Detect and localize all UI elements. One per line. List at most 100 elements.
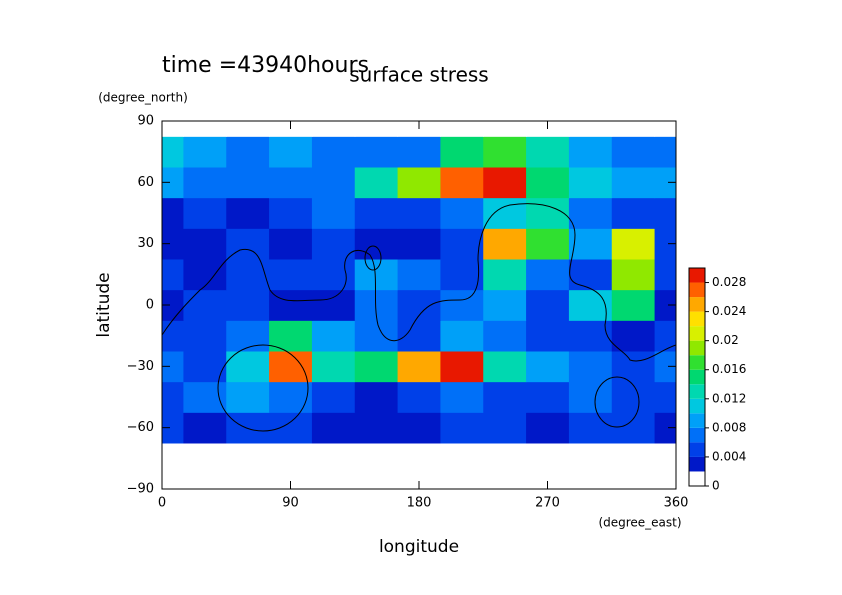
contour-cell <box>183 351 227 383</box>
contour-cell <box>654 121 676 137</box>
contour-cell <box>654 412 676 444</box>
contour-cell <box>269 351 313 383</box>
contour-cell <box>183 381 227 413</box>
contour-cell <box>183 289 227 321</box>
contour-cell <box>654 381 676 413</box>
colorbar-segment <box>689 398 705 414</box>
contour-cell <box>654 167 676 199</box>
contour-cell <box>440 351 484 383</box>
colorbar-segment <box>689 456 705 472</box>
contour-cell <box>162 259 184 291</box>
contour-cell <box>226 443 270 475</box>
colorbar-segment <box>689 471 705 486</box>
contour-cell <box>568 412 613 444</box>
contour-cell <box>654 197 676 229</box>
y-unit: (degree_north) <box>98 91 188 105</box>
contour-cell <box>311 289 356 321</box>
contour-cell <box>183 167 227 199</box>
contour-cell <box>526 197 570 229</box>
contour-cell <box>611 259 656 291</box>
colorbar-segment <box>689 340 705 356</box>
contour-cell <box>183 473 227 489</box>
coastline <box>594 376 640 428</box>
contour-field <box>162 121 676 489</box>
contour-cell <box>397 289 441 321</box>
contour-cell <box>226 412 270 444</box>
contour-cell <box>440 121 484 137</box>
contour-cell <box>440 473 484 489</box>
colorbar-segment <box>689 355 705 370</box>
contour-cell <box>568 136 613 168</box>
contour-cell <box>611 197 656 229</box>
contour-cell <box>654 473 676 489</box>
contour-cell <box>183 320 227 352</box>
contour-cell <box>611 443 656 475</box>
contour-cell <box>440 381 484 413</box>
contour-cell <box>311 197 356 229</box>
contour-cell <box>654 228 676 260</box>
contour-cell <box>483 320 527 352</box>
coastline <box>162 203 676 362</box>
contour-cell <box>440 443 484 475</box>
contour-cell <box>526 412 570 444</box>
x-tick-label: 360 <box>664 496 689 511</box>
contour-cell <box>354 136 399 168</box>
contour-cell <box>354 381 399 413</box>
contour-cell <box>397 320 441 352</box>
contour-cell <box>397 167 441 199</box>
contour-cell <box>526 289 570 321</box>
contour-cell <box>483 381 527 413</box>
contour-cell <box>611 412 656 444</box>
x-tick-label: 180 <box>407 496 432 511</box>
y-tick-label: −30 <box>127 359 154 374</box>
contour-cell <box>311 473 356 489</box>
contour-cell <box>183 443 227 475</box>
contour-cell <box>183 136 227 168</box>
colorbar: 0 0.004 0.008 0.012 0.016 0.02 0.024 0.028 <box>688 267 746 493</box>
x-unit: (degree_east) <box>598 516 681 530</box>
colorbar-tick-label: 0.028 <box>712 275 746 289</box>
contour-cell <box>397 259 441 291</box>
contour-cell <box>440 228 484 260</box>
colorbar-tick-label: 0.012 <box>712 391 746 405</box>
contour-cell <box>526 228 570 260</box>
colorbar-tick-label: 0.008 <box>712 420 746 434</box>
y-axis-label: latitude <box>94 272 114 337</box>
chart-title: surface stress <box>349 63 488 87</box>
contour-cell <box>354 473 399 489</box>
colorbar-segment <box>689 384 705 399</box>
y-tick-label: 90 <box>137 114 154 129</box>
colorbar-segment <box>689 369 705 385</box>
colorbar-segment <box>689 442 705 457</box>
contour-cell <box>526 320 570 352</box>
contour-cell <box>654 289 676 321</box>
contour-cell <box>483 473 527 489</box>
contour-cell <box>611 167 656 199</box>
contour-cell <box>354 412 399 444</box>
subtitle: time =43940hours <box>162 53 369 78</box>
contour-cell <box>568 259 613 291</box>
contour-cell <box>311 381 356 413</box>
contour-cell <box>311 121 356 137</box>
contour-cell <box>226 473 270 489</box>
contour-cell <box>611 228 656 260</box>
y-tick-label: −60 <box>127 420 154 435</box>
contour-cell <box>568 443 613 475</box>
colorbar-tick-label: 0.004 <box>712 449 746 463</box>
x-tick-label: 90 <box>282 496 299 511</box>
contour-cell <box>397 412 441 444</box>
contour-cell <box>440 259 484 291</box>
contour-cell <box>397 381 441 413</box>
contour-cell <box>269 136 313 168</box>
contour-cell <box>483 412 527 444</box>
contour-cell <box>354 197 399 229</box>
contour-cell <box>483 351 527 383</box>
contour-cell <box>568 381 613 413</box>
contour-cell <box>440 136 484 168</box>
contour-cell <box>162 443 184 475</box>
contour-cell <box>611 289 656 321</box>
contour-cell <box>483 259 527 291</box>
colorbar-frame <box>688 267 706 487</box>
x-tick-label: 270 <box>535 496 560 511</box>
coastline <box>364 245 382 271</box>
